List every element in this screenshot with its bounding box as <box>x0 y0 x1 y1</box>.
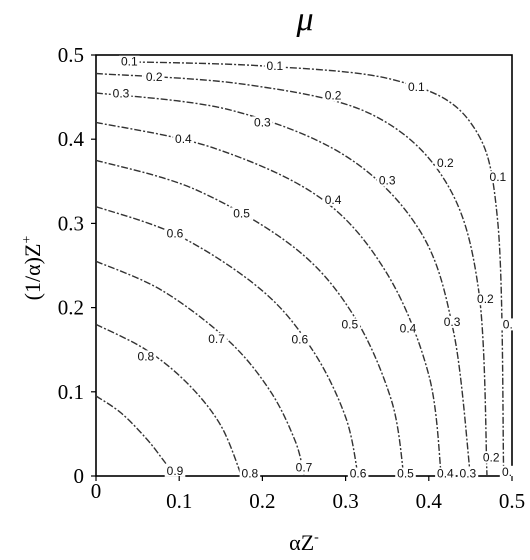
contour-label-background <box>339 318 361 331</box>
contour-label: 0.4 <box>437 467 454 481</box>
contour-label-background <box>293 461 315 474</box>
contour-label: 0.3 <box>113 87 130 101</box>
contour-label-background <box>289 333 311 346</box>
contour-label-background <box>110 87 132 100</box>
contour-label-background <box>435 156 456 169</box>
contour-label-background <box>500 318 515 331</box>
contour-label: 0.8 <box>242 467 259 481</box>
x-tick-label: 0 <box>91 479 102 503</box>
y-tick-label: 0.4 <box>58 127 85 151</box>
contour-label: 0.6 <box>167 227 184 241</box>
contour-label: 0.3 <box>254 115 271 129</box>
contour-labels: 0.1 0.1 0.1 0.1 0.2 0.2 0.2 0.2 0.2 0.3 0.3 0.3 0.3 0… <box>110 55 515 481</box>
contour-label: 0.4 <box>175 132 192 146</box>
contour-line-0-3 <box>95 92 472 477</box>
contour-label-background <box>173 133 194 146</box>
x-axis-title-text: αZ <box>289 530 314 555</box>
contour-label-background <box>164 464 186 477</box>
contour-label: 0.2 <box>325 88 342 102</box>
y-tick-label: 0.2 <box>58 296 84 320</box>
y-axis-title-superscript: + <box>20 236 35 244</box>
y-tick-label: 0.1 <box>58 380 84 404</box>
y-axis-ticks: 0 0.1 0.2 0.3 0.4 0.5 <box>58 43 96 488</box>
contour-label: 0.4 <box>325 193 342 207</box>
contour-label: 0. <box>503 317 513 331</box>
x-axis-title-superscript: - <box>314 530 319 545</box>
contour-label-background <box>164 227 186 240</box>
y-tick-label: 0 <box>74 464 85 488</box>
x-tick-label: 0.5 <box>499 489 525 513</box>
contour-label: 0.3 <box>444 315 461 329</box>
x-axis-ticks: 0 0.1 0.2 0.3 0.4 0.5 <box>91 476 525 513</box>
contour-label-background <box>143 70 165 83</box>
y-axis-title-group: (1/α)Z+ <box>20 236 45 301</box>
contour-label: 0.5 <box>341 317 358 331</box>
contour-label-background <box>119 55 140 68</box>
contour-label: 0.3 <box>460 467 477 481</box>
contour-label-background <box>480 451 502 464</box>
contour-line-0-8 <box>95 323 243 477</box>
contour-label: 0.9 <box>167 464 184 478</box>
y-tick-label: 0.3 <box>58 211 84 235</box>
contour-label-background <box>499 465 515 478</box>
contour-label: 0.6 <box>350 467 367 481</box>
contour-label: 0.2 <box>437 156 454 170</box>
contour-label: 0.1 <box>408 80 425 94</box>
contour-label: 0.5 <box>233 206 250 220</box>
contour-label: 0.7 <box>296 461 313 475</box>
contour-label-background <box>347 467 369 480</box>
contour-lines <box>95 61 505 477</box>
y-tick-label: 0.5 <box>58 43 84 67</box>
x-tick-label: 0.2 <box>249 489 275 513</box>
x-tick-label: 0.3 <box>332 489 358 513</box>
contour-label-background <box>231 207 252 220</box>
contour-line-0-5 <box>95 159 405 477</box>
contour-label: 0.6 <box>291 333 308 347</box>
contour-line-0-4 <box>95 121 442 477</box>
contour-label: 0.7 <box>208 332 225 346</box>
contour-label: 0. <box>502 465 512 479</box>
contour-label: 0.5 <box>397 467 414 481</box>
contour-label-background <box>475 293 496 306</box>
contour-line-0-9 <box>95 395 176 477</box>
contour-label-background <box>441 315 463 328</box>
contour-label-background <box>252 116 273 129</box>
y-axis-title: (1/α)Z+ <box>20 236 45 301</box>
contour-label-background <box>395 467 416 480</box>
contour-label: 0.2 <box>477 292 494 306</box>
contour-label-background <box>264 59 286 72</box>
y-axis-title-text: (1/α)Z <box>20 244 45 301</box>
contour-label-background <box>406 81 427 93</box>
contour-label-background <box>376 174 398 187</box>
contour-label: 0.1 <box>121 55 138 69</box>
contour-label-background <box>397 322 419 335</box>
contour-line-0-1 <box>120 61 505 477</box>
contour-label-background <box>135 350 157 363</box>
contour-label: 0.8 <box>138 349 155 363</box>
contour-label: 0.1 <box>490 170 507 184</box>
contour-label: 0.4 <box>400 322 417 336</box>
plot-frame <box>95 54 513 477</box>
contour-label: 0.2 <box>146 70 163 84</box>
contour-label-background <box>239 467 261 480</box>
contour-line-0-2 <box>95 72 488 477</box>
contour-label: 0.2 <box>483 451 500 465</box>
contour-label-background <box>322 89 344 102</box>
contour-line-0-6 <box>95 205 359 477</box>
contour-label-background <box>457 467 479 480</box>
contour-label-background <box>322 193 344 206</box>
contour-label: 0.1 <box>267 59 284 73</box>
contour-label-background <box>487 171 509 184</box>
x-axis-title: αZ- <box>289 530 319 555</box>
chart-title: μ <box>295 1 313 38</box>
contour-label: 0.3 <box>379 174 396 188</box>
contour-label-background <box>206 332 227 345</box>
x-tick-label: 0.1 <box>166 489 192 513</box>
contour-label-background <box>435 467 456 480</box>
contour-line-0-7 <box>95 260 305 477</box>
x-tick-label: 0.4 <box>416 489 443 513</box>
